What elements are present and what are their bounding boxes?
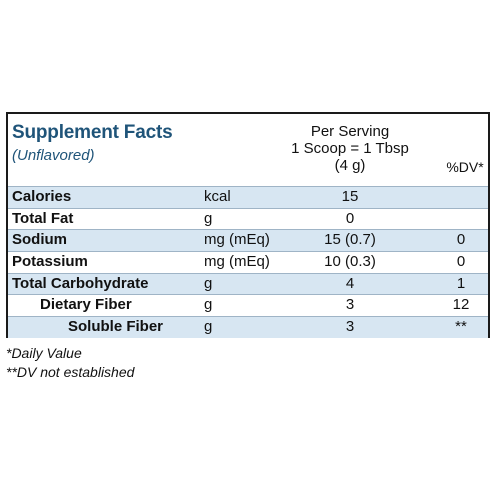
nutrient-row-potassium: Potassium mg (mEq) 10 (0.3) 0: [8, 251, 488, 273]
nutrient-row-sodium: Sodium mg (mEq) 15 (0.7) 0: [8, 229, 488, 252]
nutrient-row-calories: Calories kcal 15: [8, 186, 488, 208]
nutrient-amount: 15 (0.7): [324, 231, 376, 249]
nutrient-row-total-fat: Total Fat g 0: [8, 207, 488, 230]
nutrient-unit: g: [204, 209, 213, 227]
nutrient-unit: mg (mEq): [204, 253, 270, 271]
serving-line-1: Per Serving: [310, 123, 390, 140]
nutrient-name: Potassium: [12, 253, 88, 271]
nutrient-name: Soluble Fiber: [68, 318, 164, 336]
nutrient-dv: 0: [456, 253, 466, 271]
nutrient-amount: 0: [345, 209, 355, 227]
nutrient-table: Calories kcal 15 Total Fat g 0 Sodium mg…: [8, 186, 488, 338]
nutrient-unit: g: [204, 296, 213, 314]
nutrient-amount: 4: [345, 274, 355, 292]
footnote-daily-value: *Daily Value: [6, 345, 82, 361]
nutrient-row-dietary-fiber: Dietary Fiber g 3 12: [8, 294, 488, 316]
nutrient-unit: g: [204, 274, 213, 292]
panel-header: Supplement Facts (Unflavored) Per Servin…: [8, 114, 488, 186]
nutrient-dv: 12: [452, 296, 470, 314]
panel-subtitle: (Unflavored): [12, 147, 95, 164]
nutrient-name: Dietary Fiber: [40, 296, 132, 314]
nutrient-name: Total Fat: [12, 209, 74, 227]
nutrient-unit: g: [204, 318, 213, 336]
serving-line-3: (4 g): [334, 157, 366, 174]
nutrient-name: Calories: [12, 188, 72, 205]
nutrient-row-total-carbohydrate: Total Carbohydrate g 4 1: [8, 272, 488, 295]
panel-title: Supplement Facts: [12, 122, 173, 143]
nutrient-unit: mg (mEq): [204, 231, 270, 249]
nutrient-dv: 1: [456, 274, 466, 292]
nutrient-dv: 0: [456, 231, 466, 249]
serving-line-2: 1 Scoop = 1 Tbsp: [291, 140, 409, 157]
nutrient-amount: 15: [341, 188, 359, 205]
supplement-facts-panel: Supplement Facts (Unflavored) Per Servin…: [6, 112, 490, 338]
nutrient-amount: 3: [345, 296, 355, 314]
nutrient-name: Sodium: [12, 231, 67, 249]
nutrient-unit: kcal: [204, 188, 231, 205]
nutrient-dv: **: [455, 318, 467, 336]
nutrient-row-soluble-fiber: Soluble Fiber g 3 **: [8, 316, 488, 338]
footnotes: *Daily Value **DV not established: [6, 344, 134, 382]
footnote-dv-not-established: **DV not established: [6, 364, 135, 380]
nutrient-amount: 10 (0.3): [324, 253, 376, 271]
nutrient-amount: 3: [345, 318, 355, 336]
nutrient-name: Total Carbohydrate: [12, 274, 149, 292]
serving-size-header: Per Serving 1 Scoop = 1 Tbsp (4 g): [270, 123, 430, 174]
daily-value-header: %DV*: [446, 159, 484, 175]
